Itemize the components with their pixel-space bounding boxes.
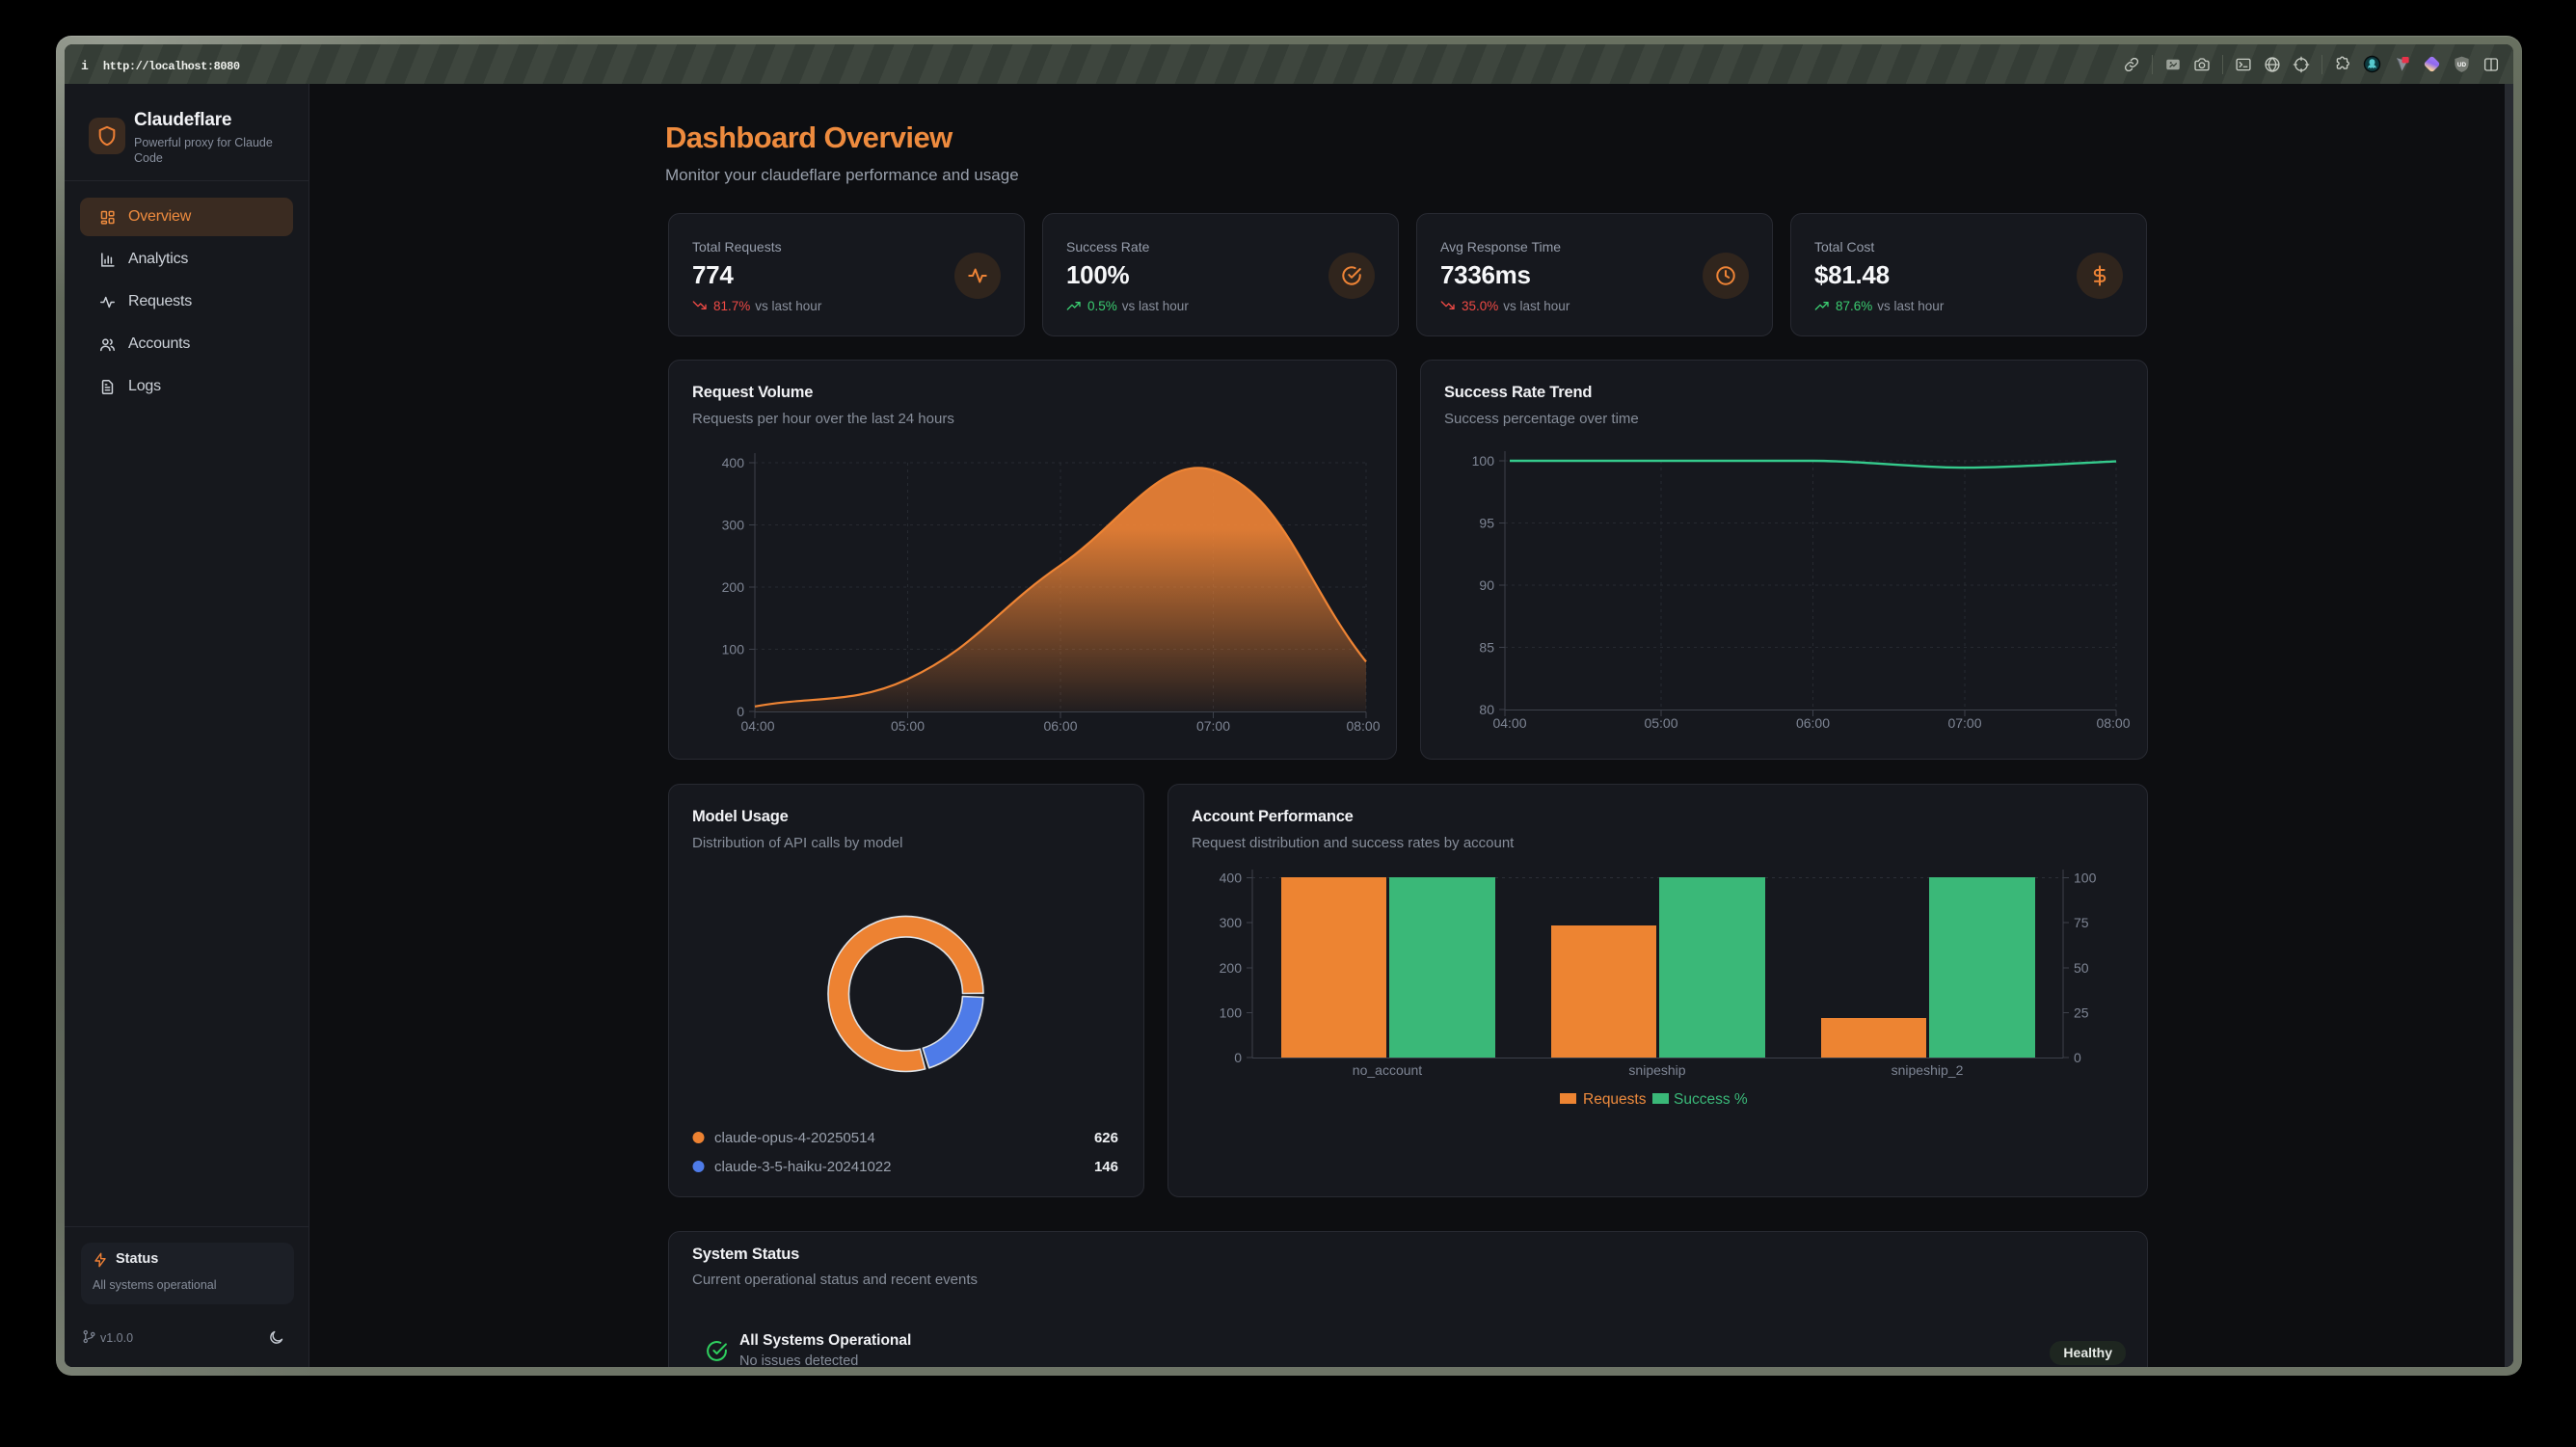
svg-text:claude-opus-4-20250514: claude-opus-4-20250514 (714, 1130, 875, 1146)
svg-text:04:00: 04:00 (740, 718, 774, 734)
svg-text:08:00: 08:00 (1346, 718, 1380, 734)
svg-text:100: 100 (722, 642, 745, 657)
svg-text:146: 146 (1094, 1159, 1118, 1175)
svg-text:200: 200 (1220, 960, 1243, 976)
svg-text:95: 95 (1479, 516, 1494, 531)
svg-text:Success %: Success % (1674, 1091, 1748, 1108)
svg-text:90: 90 (1479, 577, 1494, 593)
svg-text:snipeship: snipeship (1628, 1062, 1685, 1078)
svg-text:25: 25 (2074, 1005, 2089, 1021)
svg-text:80: 80 (1479, 702, 1494, 717)
svg-text:07:00: 07:00 (1196, 718, 1230, 734)
svg-text:626: 626 (1094, 1130, 1118, 1146)
svg-text:0: 0 (1234, 1050, 1242, 1065)
svg-text:04:00: 04:00 (1492, 715, 1526, 731)
svg-text:06:00: 06:00 (1796, 715, 1830, 731)
svg-text:05:00: 05:00 (891, 718, 925, 734)
svg-text:100: 100 (1220, 1005, 1243, 1021)
svg-text:50: 50 (2074, 960, 2089, 976)
svg-text:300: 300 (1220, 915, 1243, 930)
svg-text:snipeship_2: snipeship_2 (1892, 1062, 1964, 1078)
svg-text:07:00: 07:00 (1947, 715, 1981, 731)
svg-text:05:00: 05:00 (1644, 715, 1677, 731)
svg-text:400: 400 (1220, 871, 1243, 886)
svg-text:Requests: Requests (1583, 1091, 1647, 1108)
svg-text:100: 100 (2074, 871, 2097, 886)
svg-text:75: 75 (2074, 915, 2089, 930)
svg-text:200: 200 (722, 579, 745, 595)
svg-text:claude-3-5-haiku-20241022: claude-3-5-haiku-20241022 (714, 1159, 891, 1175)
svg-text:0: 0 (737, 704, 744, 719)
svg-text:85: 85 (1479, 640, 1494, 656)
svg-text:400: 400 (722, 455, 745, 470)
svg-text:no_account: no_account (1353, 1062, 1423, 1078)
svg-text:0: 0 (2074, 1050, 2081, 1065)
svg-text:UD: UD (2457, 62, 2467, 68)
svg-text:100: 100 (1472, 453, 1495, 469)
svg-text:300: 300 (722, 518, 745, 533)
svg-text:08:00: 08:00 (2096, 715, 2130, 731)
svg-text:06:00: 06:00 (1043, 718, 1077, 734)
